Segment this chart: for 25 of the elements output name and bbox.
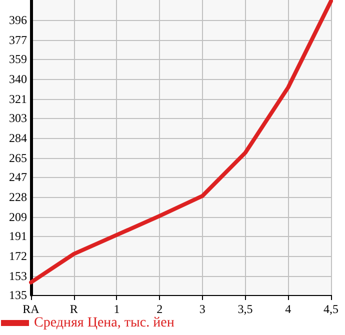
- x-tick-label: 3: [199, 302, 206, 316]
- y-tick-label: 247: [9, 170, 27, 184]
- x-tick-label: RA: [22, 302, 40, 316]
- y-tick-label: 284: [9, 131, 27, 146]
- legend-label: Средняя Цена, тыс. йен: [34, 316, 175, 330]
- x-tick-label: 4,5: [324, 302, 338, 316]
- y-tick-label: 172: [9, 249, 27, 264]
- y-tick-label: 359: [9, 52, 27, 66]
- y-tick-label: 321: [9, 92, 27, 106]
- x-tick-label: 2: [156, 302, 163, 316]
- y-tick-label: 153: [9, 269, 27, 284]
- y-tick-label: 265: [9, 151, 27, 166]
- y-tick-label: 340: [9, 72, 27, 86]
- y-tick-label: 209: [9, 210, 27, 224]
- y-tick-label: 377: [9, 33, 27, 48]
- x-tick-label: R: [70, 302, 78, 316]
- line-series: [29, 0, 333, 284]
- y-tick-label: 228: [9, 190, 27, 204]
- x-tick-label: 3,5: [238, 302, 253, 316]
- y-tick-label: 396: [9, 13, 27, 28]
- y-tick-label: 191: [9, 229, 27, 243]
- y-tick-label: 135: [9, 288, 27, 302]
- x-tick-label: 1: [114, 302, 120, 316]
- x-tick-label: 4: [285, 302, 292, 316]
- y-tick-label: 303: [9, 111, 27, 125]
